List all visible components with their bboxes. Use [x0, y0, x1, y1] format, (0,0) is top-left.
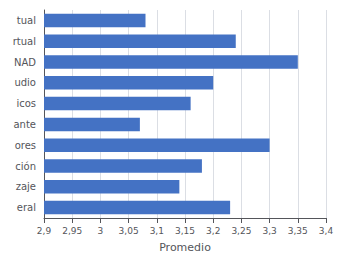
svg-text:3,35: 3,35: [288, 226, 308, 236]
svg-text:3,05: 3,05: [119, 226, 139, 236]
svg-text:3: 3: [98, 226, 104, 236]
svg-text:tual: tual: [17, 15, 36, 26]
svg-text:3,3: 3,3: [262, 226, 276, 236]
svg-text:NAD: NAD: [14, 57, 36, 68]
svg-text:ores: ores: [15, 140, 36, 151]
svg-text:2,9: 2,9: [37, 226, 52, 236]
svg-text:udio: udio: [14, 77, 36, 88]
svg-text:ante: ante: [13, 119, 36, 130]
svg-text:rtual: rtual: [13, 36, 36, 47]
svg-text:3,1: 3,1: [150, 226, 164, 236]
svg-text:3,2: 3,2: [206, 226, 220, 236]
svg-text:3,15: 3,15: [175, 226, 195, 236]
svg-text:icos: icos: [16, 98, 36, 109]
svg-text:2,95: 2,95: [62, 226, 82, 236]
svg-text:eral: eral: [17, 202, 36, 213]
svg-text:3,25: 3,25: [231, 226, 251, 236]
svg-text:zaje: zaje: [16, 181, 36, 192]
svg-text:ción: ción: [15, 161, 36, 172]
svg-text:3,4: 3,4: [319, 226, 334, 236]
svg-text:Promedio: Promedio: [159, 241, 211, 254]
